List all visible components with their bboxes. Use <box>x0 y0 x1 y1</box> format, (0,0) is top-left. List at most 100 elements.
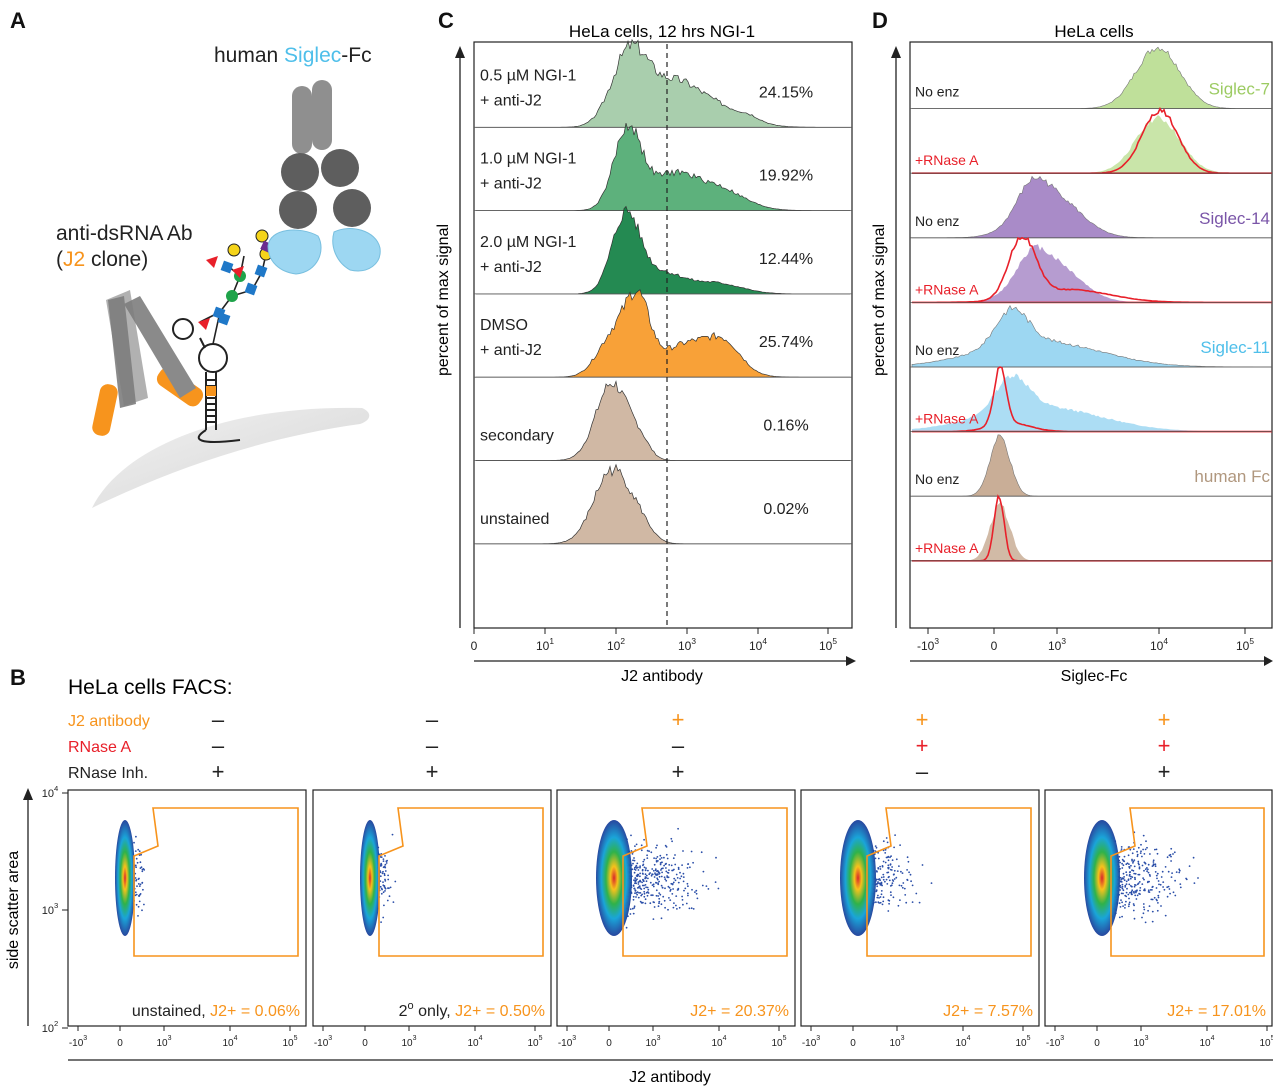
gate-label: J2+ = 7.57% <box>943 1003 1033 1020</box>
event-dot <box>879 865 881 868</box>
x-tick-label: 0 <box>117 1038 123 1049</box>
event-dot <box>1131 859 1133 862</box>
event-dot <box>137 915 139 917</box>
event-dot <box>639 865 641 868</box>
histogram-row: 2.0 µM NGI-1 + anti-J2 12.44% <box>474 205 852 295</box>
event-dot <box>1129 885 1132 887</box>
event-dot <box>1136 853 1139 856</box>
event-dot <box>652 918 655 920</box>
event-dot <box>665 870 668 873</box>
event-dot <box>1157 894 1160 897</box>
event-dot <box>634 845 636 847</box>
event-dot <box>384 890 386 892</box>
event-dot <box>887 871 890 874</box>
panel-b-xlabel: J2 antibody <box>629 1069 711 1086</box>
event-dot <box>1179 883 1182 885</box>
event-dot <box>1136 850 1138 853</box>
event-dot <box>690 850 693 853</box>
event-dot <box>652 869 655 872</box>
event-dot <box>679 877 681 880</box>
event-dot <box>679 871 681 874</box>
event-dot <box>1134 876 1136 879</box>
event-dot <box>888 879 891 882</box>
event-dot <box>1134 878 1136 881</box>
event-dot <box>1121 883 1124 886</box>
event-dot <box>1155 898 1158 901</box>
histogram-curve <box>912 115 1272 174</box>
event-dot <box>1121 885 1124 888</box>
event-dot <box>638 892 640 894</box>
event-dot <box>672 881 675 884</box>
event-dot <box>884 880 886 883</box>
event-dot <box>1133 904 1135 907</box>
event-dot <box>901 872 904 874</box>
event-dot <box>1118 855 1121 858</box>
event-dot <box>877 881 879 883</box>
event-dot <box>1156 877 1158 880</box>
event-dot <box>644 869 647 872</box>
event-dot <box>640 894 643 897</box>
event-dot <box>636 878 638 881</box>
row-label-no-enz: No enz <box>915 342 959 358</box>
gate-label: 2o only, J2+ = 0.50% <box>399 1000 545 1020</box>
event-dot <box>384 863 387 866</box>
event-dot <box>1151 889 1153 891</box>
event-dot <box>1121 915 1123 918</box>
event-dot <box>893 878 896 880</box>
event-dot <box>1141 883 1144 885</box>
event-dot <box>652 885 655 888</box>
event-dot <box>1160 905 1162 907</box>
event-dot <box>691 888 693 891</box>
event-dot <box>1118 916 1121 919</box>
event-dot <box>1155 848 1158 851</box>
event-dot <box>646 857 649 859</box>
event-dot <box>880 890 883 892</box>
event-dot <box>1168 888 1171 890</box>
event-dot <box>894 834 896 836</box>
event-dot <box>1151 886 1154 888</box>
event-dot <box>887 899 890 902</box>
event-dot <box>392 901 395 903</box>
event-dot <box>890 894 892 896</box>
condition-mark: + <box>916 733 929 758</box>
event-dot <box>906 856 909 859</box>
event-dot <box>672 906 675 909</box>
row-label-line2: + anti-J2 <box>480 259 542 276</box>
event-dot <box>884 861 887 864</box>
event-dot <box>632 912 635 915</box>
panel-b-title: HeLa cells FACS: <box>68 676 233 699</box>
event-dot <box>641 881 643 884</box>
row-percent: 24.15% <box>759 84 813 101</box>
event-dot <box>383 874 386 877</box>
event-dot <box>137 878 140 880</box>
event-dot <box>636 862 639 865</box>
event-dot <box>686 882 689 885</box>
event-dot <box>1159 883 1162 886</box>
row-label: unstained <box>480 511 549 528</box>
event-dot <box>382 881 384 883</box>
event-dot <box>659 858 661 860</box>
event-dot <box>644 873 647 876</box>
event-dot <box>887 864 890 867</box>
event-dot <box>1143 878 1145 881</box>
event-dot <box>667 908 669 911</box>
panel-letter-c: C <box>438 8 454 33</box>
event-dot <box>1138 881 1141 883</box>
event-dot <box>881 903 884 906</box>
event-dot <box>1133 865 1136 868</box>
event-dot <box>629 908 632 910</box>
event-dot <box>658 892 661 894</box>
event-dot <box>1127 878 1130 881</box>
event-dot <box>1125 880 1128 883</box>
event-dot <box>1151 910 1154 913</box>
event-dot <box>681 864 683 866</box>
event-dot <box>903 887 906 890</box>
panel-c-ylabel: percent of max signal <box>435 224 452 376</box>
row-label-no-enz: No enz <box>915 213 959 229</box>
event-dot <box>654 872 656 875</box>
dense-population <box>115 820 135 936</box>
event-dot <box>677 881 680 884</box>
event-dot <box>715 856 717 859</box>
event-dot <box>889 891 892 894</box>
event-dot <box>1162 886 1164 888</box>
